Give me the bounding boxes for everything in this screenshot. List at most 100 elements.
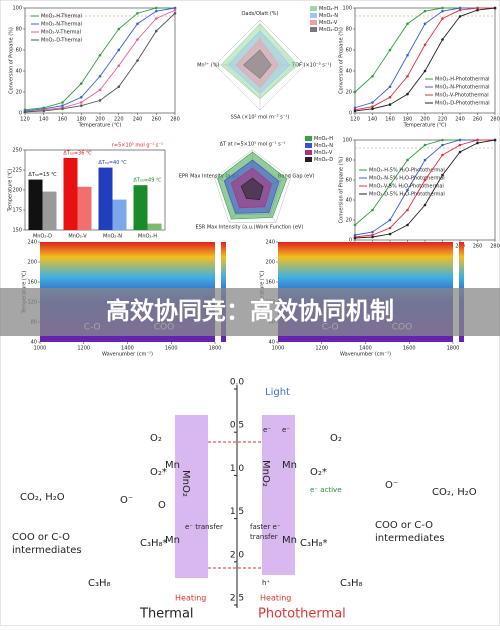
axis-tick-label: 0.5 <box>230 421 244 431</box>
y-tick-label: 40 <box>346 69 352 75</box>
x-tick-label: 240 <box>133 117 143 123</box>
radar-axis-label: Band Gap (eV) <box>278 173 315 179</box>
point <box>136 22 139 26</box>
y-tick-label: 60 <box>346 48 352 54</box>
legend-swatch <box>310 20 317 25</box>
point <box>423 203 427 207</box>
point <box>154 6 158 10</box>
point <box>441 6 444 10</box>
heating: Heating <box>260 594 291 603</box>
x-tick-label: MnO₂-N <box>103 234 122 240</box>
point <box>79 95 83 99</box>
bar <box>28 179 43 230</box>
legend-label: MnO₂-N-Photothermal <box>435 85 490 91</box>
x-tick-label: 220 <box>114 117 124 123</box>
point <box>441 173 444 177</box>
c3h8: C₃H₈ <box>340 578 363 589</box>
point <box>458 143 462 147</box>
intermediates-1: COO or C-O <box>12 532 70 543</box>
radar-axis-label: ESR Max Intensity (a.u.) <box>195 225 255 231</box>
legend-label: MnO₂-H <box>319 6 338 12</box>
banner-title: 高效协同竞：高效协同机制 <box>106 297 394 325</box>
light: Light <box>265 387 290 398</box>
y-tick-label: 200 <box>265 260 275 266</box>
y-tick-label: 20 <box>16 90 22 96</box>
x-tick-label: 280 <box>490 244 500 250</box>
mn: Mn <box>165 460 180 471</box>
legend-swatch <box>310 6 317 11</box>
radar-area <box>243 49 272 79</box>
annotation: ΔT₅₀=40 ℃ <box>98 160 127 166</box>
x-tick-label: 180 <box>76 117 86 123</box>
x-tick-label: 120 <box>350 117 360 123</box>
legend-label: MnO₂-N-5% H₂O-Photothermal <box>369 176 445 182</box>
mno2-label: MnO₂ <box>180 470 191 497</box>
point <box>61 107 64 111</box>
x-tick-label: 1600 <box>403 346 416 352</box>
legend-swatch <box>305 157 312 162</box>
axis-tick-label: 1.0 <box>230 464 245 474</box>
products: CO₂, H₂O <box>20 492 65 503</box>
intermediates-2: intermediates <box>375 533 445 544</box>
radar-axis-label: Mn³⁺ (%) <box>197 63 219 69</box>
point <box>98 99 102 102</box>
x-tick-label: 240 <box>455 117 465 123</box>
point <box>441 9 444 13</box>
legend-swatch <box>305 136 312 141</box>
x-tick-label: 180 <box>403 117 413 123</box>
x-tick-label: 1800 <box>447 346 460 352</box>
radar-axis-label: SSA (×10² mol m⁻² s⁻¹) <box>231 114 290 120</box>
point <box>423 22 427 26</box>
x-tick-label: 280 <box>490 117 500 123</box>
c3h8-star: C₃H₈* <box>300 538 328 549</box>
legend-swatch <box>305 143 312 148</box>
x-axis-label: Temperature (℃) <box>78 123 122 129</box>
point <box>476 141 479 145</box>
y-tick-label: 80 <box>346 27 352 33</box>
products: CO₂, H₂O <box>432 487 477 498</box>
point <box>458 15 462 18</box>
point <box>136 11 139 15</box>
radar-axis-label: Oads/Olatt (%) <box>241 11 278 17</box>
point <box>423 43 427 47</box>
y-tick-label: 80 <box>346 158 352 164</box>
point <box>441 38 444 41</box>
legend-label: MnO₂-V-Thermal <box>41 30 81 36</box>
point <box>154 9 158 13</box>
point <box>173 8 177 12</box>
axis-tick-label: 1.5 <box>230 507 244 517</box>
axis-tick-label: 2.0 <box>230 550 245 560</box>
radar-axis-label: EPR Max Intensity (a.u.) <box>179 173 239 179</box>
y-tick-label: 0 <box>19 111 22 117</box>
y-tick-label: 100 <box>12 6 22 12</box>
y-tick-label: 160 <box>27 280 37 286</box>
point <box>423 9 427 13</box>
mno2-band <box>262 415 295 575</box>
point <box>423 69 427 73</box>
point <box>388 95 392 99</box>
photothermal: Photothermal <box>258 607 346 622</box>
radar-axis-label: ΔT at r=5×10⁵ mol g⁻¹ s⁻¹ <box>220 142 286 148</box>
y-tick-label: 150 <box>12 228 22 234</box>
point <box>423 158 427 162</box>
x-tick-label: 280 <box>170 117 180 123</box>
x-tick-label: 120 <box>20 117 30 123</box>
o2: O₂ <box>150 433 162 444</box>
point <box>79 82 83 85</box>
point <box>388 103 392 106</box>
x-tick-label: 260 <box>473 244 483 250</box>
o: O <box>158 500 166 511</box>
y-tick-label: 0 <box>349 238 352 244</box>
point <box>371 101 374 104</box>
legend-label: MnO₂-V <box>314 150 333 156</box>
point <box>406 188 409 192</box>
point <box>371 230 374 234</box>
electron: e⁻ <box>263 426 271 434</box>
point <box>406 208 409 212</box>
y-tick-label: 40 <box>31 340 37 346</box>
legend-label: MnO₂-D <box>319 27 338 33</box>
mechanism-diagram: 0.00.51.01.52.02.5 O₂ O₂* O⁻ Mn Mn O MnO… <box>12 378 477 622</box>
point <box>458 150 462 154</box>
point <box>136 59 139 62</box>
